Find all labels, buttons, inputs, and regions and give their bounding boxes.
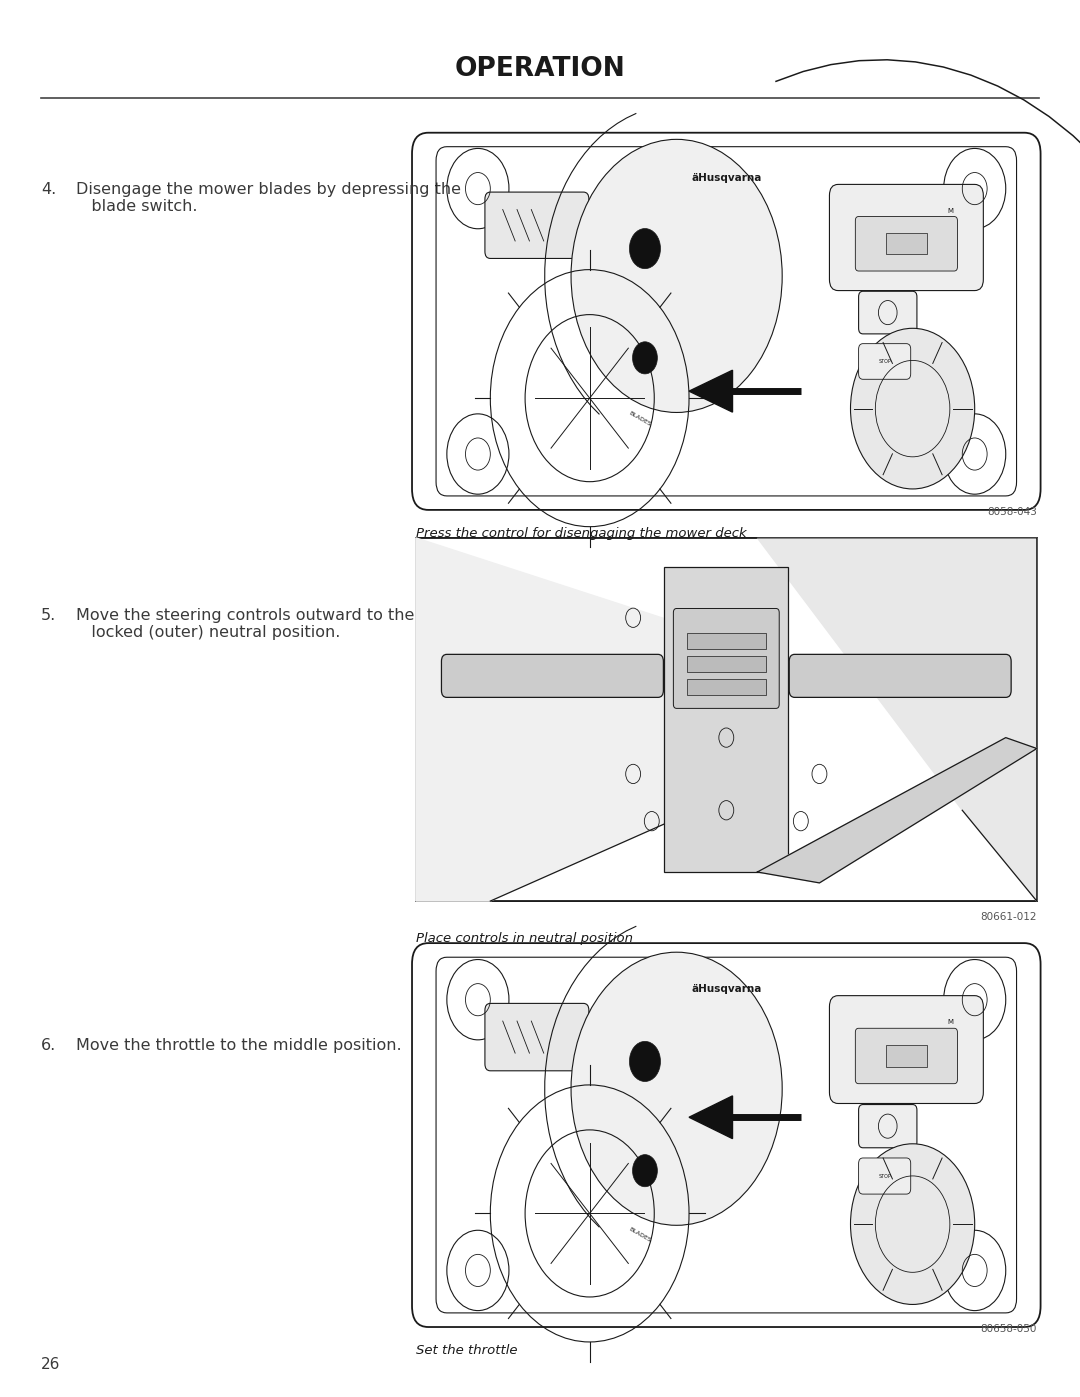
Circle shape (630, 1041, 661, 1081)
Polygon shape (689, 370, 732, 412)
Text: M: M (947, 1020, 954, 1025)
Text: Place controls in neutral position: Place controls in neutral position (416, 932, 633, 944)
Polygon shape (757, 738, 1037, 883)
Text: 8058-043: 8058-043 (987, 507, 1037, 517)
Text: Set the throttle: Set the throttle (416, 1344, 517, 1356)
Circle shape (851, 1144, 975, 1305)
FancyBboxPatch shape (664, 567, 788, 872)
FancyBboxPatch shape (829, 996, 984, 1104)
FancyBboxPatch shape (859, 1105, 917, 1148)
Bar (886, 1045, 927, 1067)
Text: äHusqvarna: äHusqvarna (691, 173, 761, 183)
Polygon shape (757, 538, 1037, 901)
Text: M: M (947, 208, 954, 214)
FancyBboxPatch shape (829, 184, 984, 291)
Circle shape (851, 328, 975, 489)
Text: BLADES: BLADES (627, 411, 651, 427)
Bar (416, 538, 1037, 901)
Bar (687, 679, 766, 696)
Text: 80658-050: 80658-050 (981, 1324, 1037, 1334)
Text: 80661-012: 80661-012 (981, 912, 1037, 922)
Bar (687, 655, 766, 672)
Text: STOP: STOP (878, 359, 891, 365)
FancyBboxPatch shape (859, 292, 917, 334)
Circle shape (633, 342, 658, 374)
FancyBboxPatch shape (859, 1158, 910, 1194)
Text: 4.: 4. (41, 182, 56, 197)
Text: Move the throttle to the middle position.: Move the throttle to the middle position… (76, 1038, 402, 1053)
FancyBboxPatch shape (442, 654, 663, 697)
Text: 5.: 5. (41, 608, 56, 623)
Circle shape (571, 140, 782, 412)
Circle shape (630, 229, 661, 268)
FancyBboxPatch shape (789, 654, 1011, 697)
FancyBboxPatch shape (855, 1028, 958, 1084)
Polygon shape (416, 538, 696, 901)
Bar (416, 147, 1037, 496)
Text: 26: 26 (41, 1356, 60, 1372)
Text: BLADES: BLADES (627, 1227, 651, 1243)
Text: äHusqvarna: äHusqvarna (691, 983, 761, 995)
Circle shape (633, 1154, 658, 1187)
Text: Move the steering controls outward to the
   locked (outer) neutral position.: Move the steering controls outward to th… (76, 608, 414, 640)
Text: STOP: STOP (878, 1173, 891, 1179)
FancyBboxPatch shape (413, 133, 1041, 510)
Text: Press the control for disengaging the mower deck: Press the control for disengaging the mo… (416, 527, 746, 539)
Text: OPERATION: OPERATION (455, 56, 625, 82)
Text: Disengage the mower blades by depressing the
   blade switch.: Disengage the mower blades by depressing… (76, 182, 460, 214)
FancyBboxPatch shape (485, 191, 589, 258)
Bar (687, 633, 766, 650)
FancyBboxPatch shape (485, 1003, 589, 1070)
FancyBboxPatch shape (859, 344, 910, 379)
FancyBboxPatch shape (674, 609, 779, 708)
FancyBboxPatch shape (855, 217, 958, 271)
Polygon shape (689, 1095, 732, 1139)
Text: 6.: 6. (41, 1038, 56, 1053)
Bar (416, 957, 1037, 1313)
Bar (886, 233, 927, 254)
FancyBboxPatch shape (413, 943, 1041, 1327)
Bar (416, 538, 1037, 901)
Circle shape (571, 953, 782, 1225)
